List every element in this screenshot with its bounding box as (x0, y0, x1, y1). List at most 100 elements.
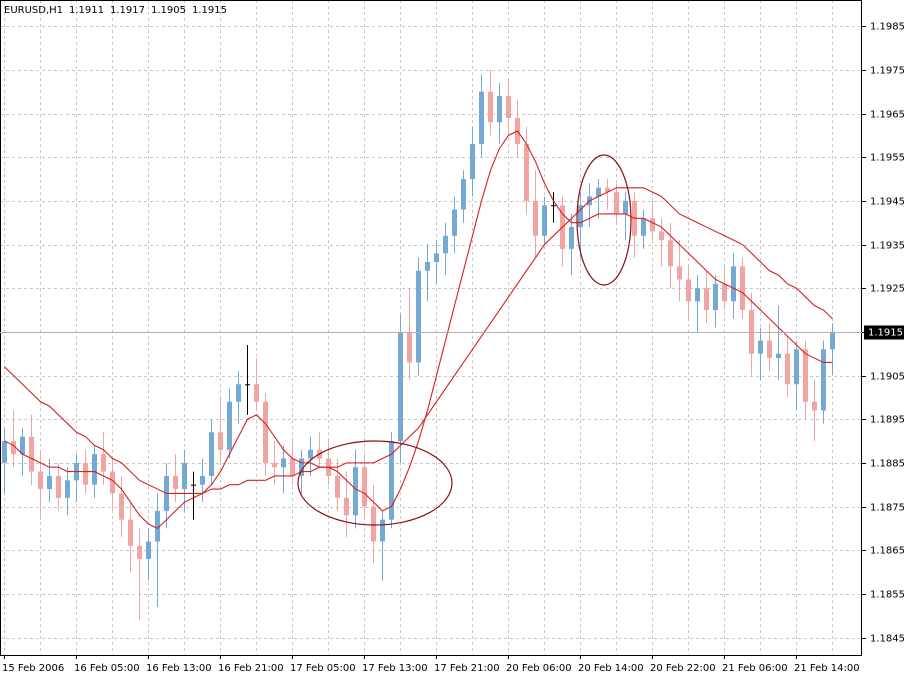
plot-frame (0, 0, 862, 656)
candle-body (794, 349, 799, 385)
candle-body (389, 441, 394, 520)
candle-body (299, 458, 304, 476)
candle-body (578, 205, 583, 228)
candle-body (623, 200, 628, 214)
candle-body (29, 436, 34, 472)
y-tick-label: 1.1895 (870, 415, 904, 426)
x-tick-label: 20 Feb 06:00 (506, 663, 572, 674)
candle-body (650, 218, 655, 232)
candle-body (290, 458, 295, 476)
candle-body (281, 458, 286, 468)
y-tick-label: 1.1935 (870, 241, 904, 252)
candle-body (344, 497, 349, 516)
candle-body (11, 441, 16, 455)
x-tick-label: 16 Feb 13:00 (146, 663, 212, 674)
y-tick-label: 1.1955 (870, 153, 904, 164)
y-tick-label: 1.1985 (870, 22, 904, 33)
y-tick-label: 1.1855 (870, 590, 904, 601)
candle-body (245, 384, 250, 386)
x-tick-label: 16 Feb 21:00 (218, 663, 284, 674)
x-tick-label: 17 Feb 21:00 (434, 663, 500, 674)
candle-body (335, 475, 340, 498)
candle-body (533, 200, 538, 236)
x-tick-label: 20 Feb 22:00 (650, 663, 716, 674)
candle-body (398, 331, 403, 442)
last-open: 1.1911 (69, 5, 104, 16)
x-tick-label: 17 Feb 05:00 (290, 663, 356, 674)
candle-body (371, 506, 376, 542)
candle-body (812, 401, 817, 411)
candle-body (380, 519, 385, 542)
candle-body (182, 462, 187, 490)
plot (2, 69, 835, 621)
grid (0, 0, 862, 655)
candle-body (92, 454, 97, 485)
candle-body (308, 449, 313, 459)
last-close: 1.1915 (192, 5, 227, 16)
candle-body (488, 91, 493, 123)
candle-body (668, 240, 673, 267)
current-price-label: 1.1915 (868, 328, 903, 339)
candle-body (767, 340, 772, 359)
candle-body (254, 384, 259, 402)
y-tick-label: 1.1885 (870, 459, 904, 470)
candle-body (686, 279, 691, 302)
candle-body (614, 192, 619, 214)
x-tick-label: 21 Feb 06:00 (722, 663, 788, 674)
candle-body (146, 541, 151, 559)
candle-body (803, 349, 808, 402)
candle-body (263, 401, 268, 463)
candle-body (524, 144, 529, 201)
x-tick-label: 20 Feb 14:00 (578, 663, 644, 674)
candle-body (2, 441, 7, 463)
candle-body (20, 436, 25, 455)
candle-body (605, 187, 610, 193)
candle-body (461, 179, 466, 210)
candle-body (110, 471, 115, 494)
candle-body (551, 205, 556, 207)
candle-body (785, 353, 790, 385)
last-high: 1.1917 (110, 5, 145, 16)
chart-title: EURUSD,H1 1.1911 1.1917 1.1905 1.1915 (4, 5, 227, 16)
candle-body (542, 205, 547, 236)
y-tick-label: 1.1965 (870, 110, 904, 121)
x-tick-label: 21 Feb 14:00 (794, 663, 860, 674)
ma-line (4, 130, 833, 530)
candle-body (83, 462, 88, 485)
candle-body (722, 283, 727, 302)
candle-body (128, 519, 133, 546)
x-tick-label: 15 Feb 2006 (2, 663, 64, 674)
candle-body (704, 288, 709, 311)
candle-body (497, 96, 502, 123)
candle-body (407, 331, 412, 363)
last-low: 1.1905 (151, 5, 186, 16)
y-tick-label: 1.1975 (870, 66, 904, 77)
candle-body (353, 467, 358, 516)
annotation-ellipse (297, 440, 453, 526)
candle-body (506, 96, 511, 118)
y-tick-label: 1.1925 (870, 284, 904, 295)
candle-body (362, 467, 367, 507)
y-tick-label: 1.1945 (870, 197, 904, 208)
candle-body (713, 283, 718, 311)
candle-body (731, 266, 736, 302)
candle-body (218, 432, 223, 450)
y-tick-label: 1.1865 (870, 546, 904, 557)
candle-body (758, 340, 763, 354)
candle-body (47, 475, 52, 490)
candle-body (776, 353, 781, 359)
candle-body (434, 253, 439, 262)
candle-body (209, 432, 214, 476)
candle-body (569, 227, 574, 249)
candle-body (740, 266, 745, 311)
candle-body (137, 545, 142, 559)
candle-body (443, 235, 448, 254)
candle-body (659, 231, 664, 241)
candle-body (677, 266, 682, 280)
candle-body (38, 471, 43, 490)
y-tick-label: 1.1845 (870, 634, 904, 645)
candle-body (101, 454, 106, 472)
candle-body (227, 401, 232, 450)
